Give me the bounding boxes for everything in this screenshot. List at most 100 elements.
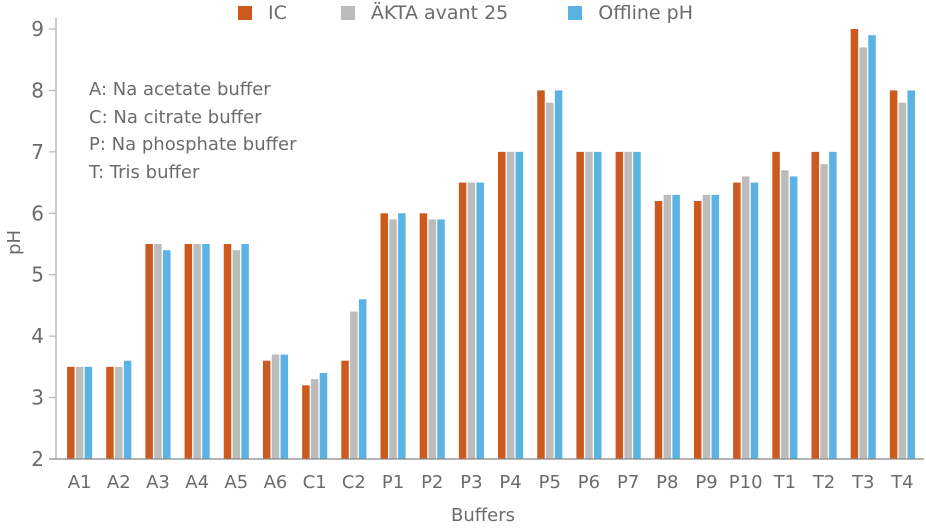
x-tick-label: P5 [539, 472, 561, 493]
y-axis-label: pH [3, 230, 25, 255]
x-tick-label: P9 [695, 472, 717, 493]
bar-a3-2 [163, 250, 171, 459]
bar-p7-0 [615, 151, 624, 459]
bar-a3-1 [154, 244, 162, 459]
bar-p3-2 [476, 182, 484, 460]
bar-p4-1 [506, 151, 515, 459]
x-tick-label: P2 [421, 472, 443, 493]
x-axis-label: Buffers [450, 505, 515, 526]
bar-p3-0 [458, 182, 467, 460]
bar-a3-0 [145, 244, 153, 459]
bar-t1-2 [789, 176, 798, 459]
bar-p1-2 [398, 213, 406, 459]
bar-p2-1 [428, 219, 436, 459]
note-line: A: Na acetate buffer [89, 79, 271, 100]
bar-a2-2 [123, 360, 132, 459]
bar-a5-1 [232, 250, 241, 459]
legend-label: ÄKTA avant 25 [370, 2, 509, 24]
bar-t2-0 [811, 151, 819, 459]
x-tick-label: C2 [342, 472, 366, 493]
x-axis: A1 A2 A3 A4 A5 A6 C1 C2 P1 P2 P3 P4 P5 P6 P7 P8 P9 P10 T1 T… [49, 458, 924, 493]
note-line: C: Na citrate buffer [89, 106, 262, 128]
bar-a4-2 [202, 244, 210, 459]
bar-p5-2 [554, 90, 563, 459]
legend-label: IC [268, 2, 287, 24]
bar-p8-0 [654, 201, 663, 459]
bar-p6-2 [594, 151, 602, 459]
offline-swatch-icon [568, 6, 583, 20]
bar-p5-1 [546, 102, 554, 459]
y-tick-label: 4 [31, 324, 44, 348]
bar-p8-1 [663, 194, 672, 459]
bar-p9-1 [702, 194, 711, 459]
y-tick-label: 3 [31, 386, 44, 410]
y-axis: 2 3 4 5 6 7 8 9 [31, 17, 57, 471]
bar-a4-0 [184, 244, 193, 459]
bar-p6-1 [585, 151, 593, 459]
x-tick-label: P10 [729, 472, 763, 493]
bar-p10-2 [750, 182, 759, 460]
x-tick-label: A6 [264, 472, 288, 493]
bar-a6-1 [271, 354, 280, 459]
y-tick-label: 7 [31, 140, 44, 164]
x-tick-label: C1 [303, 472, 327, 493]
bar-a6-0 [262, 360, 271, 459]
bar-p10-1 [741, 176, 750, 459]
bar-t2-2 [829, 151, 837, 459]
x-tick-label: T2 [812, 472, 835, 493]
bar-t4-0 [889, 90, 898, 459]
bar-t2-1 [820, 164, 828, 459]
bar-t4-2 [907, 90, 915, 459]
x-tick-label: A4 [185, 472, 209, 493]
bar-p2-2 [437, 219, 445, 459]
ic-swatch-icon [238, 6, 252, 20]
bar-a1-0 [67, 366, 75, 459]
y-tick-label: 6 [31, 201, 44, 225]
x-tick-label: T1 [773, 472, 796, 493]
note-line: P: Na phosphate buffer [89, 134, 297, 155]
bar-c1-1 [310, 379, 319, 459]
bar-p7-1 [624, 151, 632, 459]
bar-a6-2 [280, 354, 289, 459]
bar-a1-1 [75, 366, 84, 459]
bar-c2-0 [341, 360, 349, 459]
bar-a4-1 [193, 244, 201, 459]
x-tick-label: P6 [578, 472, 600, 493]
legend-item-akta: ÄKTA avant 25 [340, 2, 509, 24]
x-tick-label: P8 [656, 472, 678, 493]
bar-p6-0 [576, 151, 584, 459]
x-tick-label: T4 [890, 472, 913, 493]
x-tick-label: P3 [460, 472, 482, 493]
bar-p10-0 [733, 182, 741, 460]
x-tick-label: T3 [851, 472, 874, 493]
bar-c1-0 [302, 385, 310, 459]
bar-p4-0 [498, 151, 506, 459]
legend-item-offline: Offline pH [568, 2, 693, 24]
y-tick-label: 8 [31, 78, 44, 102]
bar-p8-2 [672, 194, 680, 459]
x-tick-label: P4 [499, 472, 521, 493]
bar-t1-1 [781, 170, 789, 460]
bar-t1-0 [772, 151, 780, 459]
bar-t4-1 [898, 102, 907, 459]
bar-t3-2 [868, 35, 876, 460]
y-tick-label: 9 [31, 17, 44, 41]
bar-c1-2 [319, 373, 328, 459]
bar-p1-0 [380, 213, 388, 459]
bar-p9-2 [711, 194, 720, 459]
note-line: T: Tris buffer [89, 161, 200, 183]
bar-p7-2 [633, 151, 641, 459]
bar-p3-1 [467, 182, 476, 460]
y-tick-label: 5 [31, 263, 44, 287]
bar-t3-0 [850, 29, 859, 459]
buffer-key-annotation: A: Na acetate buffer C: Na citrate buffe… [89, 76, 297, 186]
bar-a2-0 [106, 366, 114, 459]
bars [67, 29, 915, 460]
bar-a5-0 [223, 244, 232, 459]
bar-p1-1 [389, 219, 397, 459]
x-tick-label: A5 [224, 472, 248, 493]
bar-a5-2 [241, 244, 249, 459]
x-tick-label: P7 [617, 472, 639, 493]
akta-swatch-icon [340, 6, 355, 20]
